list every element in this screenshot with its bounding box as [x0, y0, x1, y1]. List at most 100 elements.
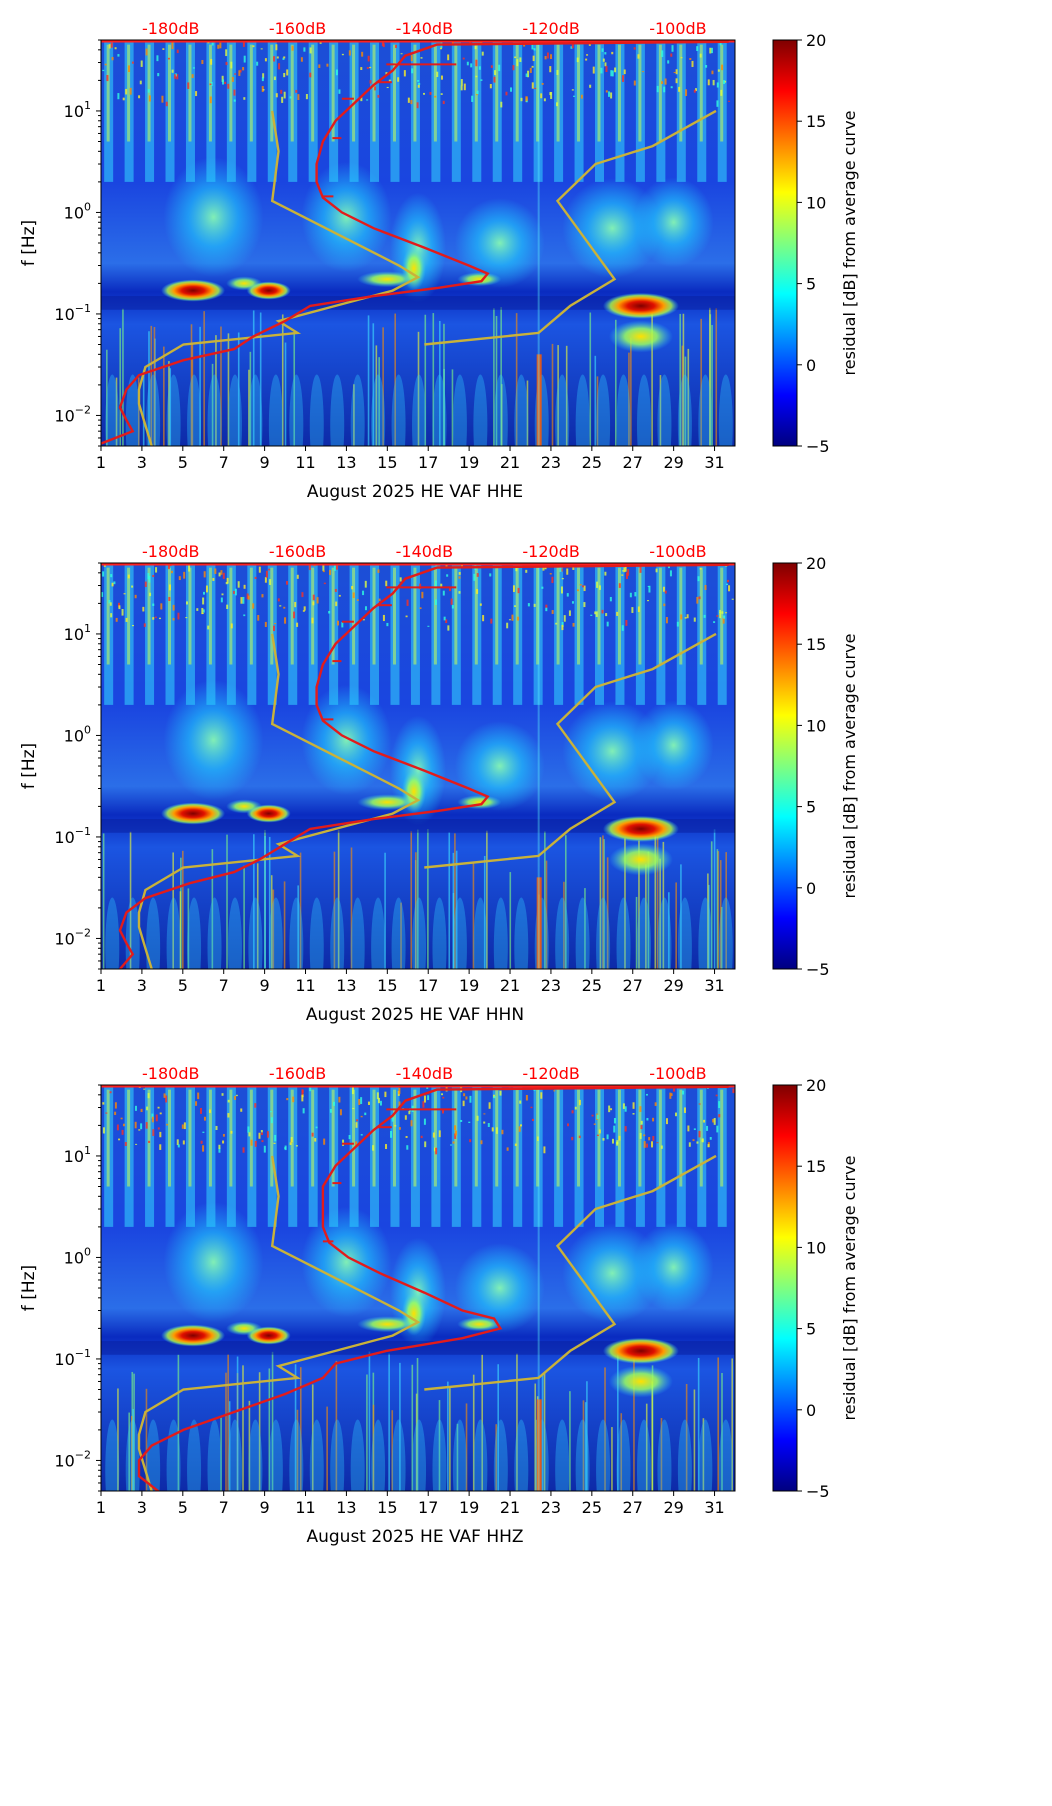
y-tick-label: 10−2 — [54, 403, 91, 425]
speckle — [512, 585, 515, 592]
speckle — [563, 615, 566, 622]
speckle — [374, 86, 377, 91]
speckle — [443, 616, 446, 621]
day-streak-core — [638, 44, 642, 142]
low-spike — [424, 314, 427, 446]
speckle — [242, 67, 245, 71]
speckle — [159, 1131, 162, 1138]
y-axis-label: f [Hz] — [19, 743, 39, 789]
speckle — [712, 1118, 715, 1123]
speckle — [323, 1138, 326, 1145]
low-band — [125, 1419, 140, 1491]
low-band — [105, 897, 120, 969]
speckle — [707, 1144, 710, 1148]
low-spike — [557, 345, 559, 446]
speckle — [663, 603, 666, 607]
speckle — [515, 567, 518, 572]
speckle — [571, 89, 574, 91]
day-streak-core — [352, 567, 356, 665]
speckle — [699, 53, 702, 58]
speckle — [664, 590, 667, 594]
speckle — [161, 95, 164, 103]
day-streak-core — [127, 44, 131, 142]
low-spike — [416, 1358, 419, 1491]
speckle — [476, 94, 479, 96]
speckle — [222, 79, 225, 85]
low-spike — [651, 308, 653, 446]
speckle — [637, 54, 640, 59]
low-spike — [333, 851, 336, 969]
speckle — [165, 1095, 168, 1103]
speckle — [669, 570, 672, 577]
speckle — [240, 1108, 243, 1112]
speckle — [525, 569, 528, 573]
energy-cloud — [562, 701, 663, 802]
speckle — [663, 86, 666, 93]
speckle — [171, 42, 174, 50]
low-spike — [145, 1388, 148, 1491]
speckle — [270, 1117, 273, 1124]
day-streak-core — [208, 567, 212, 665]
x-tick-label: 7 — [219, 976, 229, 995]
speckle — [151, 1113, 154, 1119]
speckle — [686, 614, 689, 619]
speckle — [301, 592, 304, 598]
x-axis-label: August 2025 HE VAF HHN — [306, 1005, 524, 1025]
low-spike — [685, 1383, 688, 1491]
low-band — [105, 374, 120, 446]
speckle — [511, 614, 514, 621]
speckle — [250, 1139, 253, 1146]
speckle — [152, 1129, 155, 1136]
speckle — [508, 619, 511, 621]
dark-band — [101, 819, 735, 833]
speckle — [335, 565, 338, 570]
low-spike — [367, 315, 370, 446]
low-spike — [668, 892, 670, 969]
speckle — [110, 574, 113, 578]
low-spike — [452, 852, 455, 969]
x-tick-label: 7 — [219, 453, 229, 472]
day-streak-core — [249, 567, 253, 665]
x-tick-label: 1 — [96, 1498, 106, 1517]
low-spike — [382, 327, 384, 446]
top-db-label: -120dB — [522, 19, 579, 38]
speckle — [483, 1121, 486, 1124]
speckle — [116, 1124, 119, 1131]
speckle — [394, 44, 397, 48]
day-streak-core — [474, 567, 478, 665]
low-spike — [439, 320, 441, 446]
speckle — [608, 91, 611, 97]
day-streak-core — [433, 1089, 437, 1187]
low-band — [575, 1419, 590, 1491]
low-spike — [614, 319, 617, 446]
day-streak-core — [720, 567, 724, 665]
low-spike — [252, 310, 255, 446]
speckle — [640, 1120, 643, 1125]
speckle — [262, 73, 265, 79]
speckle — [283, 606, 286, 609]
day-streak-core — [658, 1089, 662, 1187]
low-spike — [710, 841, 713, 969]
event-line-thin — [537, 40, 540, 446]
speckle — [243, 584, 246, 589]
low-spike — [190, 324, 193, 446]
hot-spot — [226, 799, 263, 814]
speckle — [338, 1096, 341, 1103]
speckle — [277, 598, 280, 602]
low-band — [125, 897, 140, 969]
speckle — [600, 67, 603, 74]
colorbar-tick-label: 5 — [806, 798, 816, 817]
top-db-label: -180dB — [142, 1064, 199, 1083]
speckle — [361, 51, 364, 57]
low-spike — [411, 1364, 414, 1491]
speckle — [201, 607, 204, 615]
speckle — [124, 1142, 127, 1146]
speckle — [276, 56, 279, 59]
speckle — [516, 59, 519, 67]
speckle — [227, 1099, 230, 1103]
speckle — [694, 88, 697, 92]
low-band — [698, 374, 713, 446]
speckle — [221, 75, 224, 82]
top-db-label: -100dB — [649, 542, 706, 561]
